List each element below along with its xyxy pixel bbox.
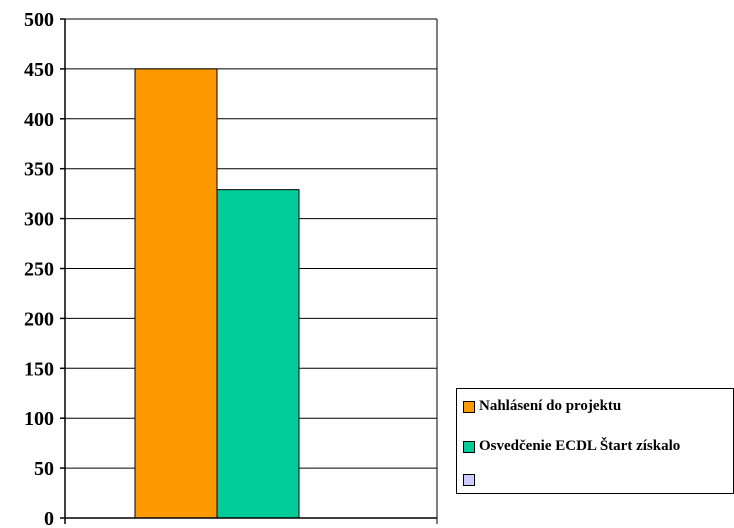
bar-1 <box>216 189 300 519</box>
legend-swatch-lavender <box>463 474 475 486</box>
legend-item-empty <box>463 474 479 486</box>
y-tick-label: 400 <box>24 109 54 131</box>
y-tick-label: 450 <box>24 59 54 81</box>
y-tick-label: 500 <box>24 9 54 31</box>
y-tick-labels: 0 50 100 150 200 250 300 350 400 450 500 <box>24 9 54 528</box>
legend-item-osvedcenie: Osvedčenie ECDL Štart získalo <box>463 438 680 455</box>
legend-swatch-green <box>463 440 475 453</box>
y-tick-label: 0 <box>44 508 54 528</box>
y-tick-label: 350 <box>24 159 54 181</box>
y-tick-label: 100 <box>24 408 54 430</box>
legend-swatch-orange <box>463 400 475 413</box>
legend-item-nahlaseni: Nahlásení do projektu <box>463 398 621 415</box>
y-tick-label: 200 <box>24 308 54 330</box>
legend: Nahlásení do projektu Osvedčenie ECDL Št… <box>456 388 734 494</box>
bar-0 <box>134 68 218 519</box>
bars <box>134 68 300 519</box>
y-tick-label: 250 <box>24 259 54 281</box>
y-tick-label: 300 <box>24 209 54 231</box>
axes <box>60 18 438 524</box>
legend-label: Osvedčenie ECDL Štart získalo <box>479 438 681 454</box>
y-tick-label: 150 <box>24 358 54 380</box>
y-tick-label: 50 <box>34 458 54 480</box>
legend-label: Nahlásení do projektu <box>479 398 622 414</box>
